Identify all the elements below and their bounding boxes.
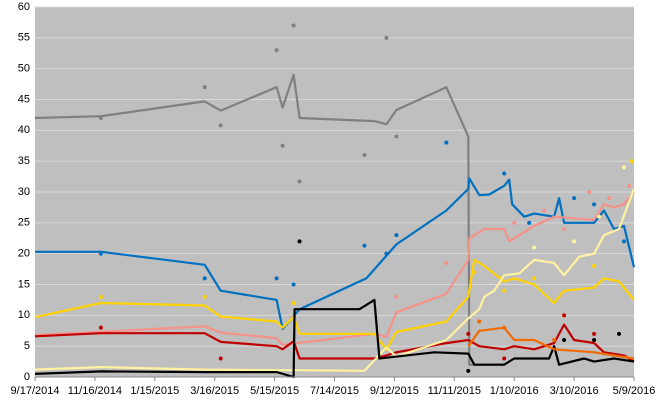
- y-tick-label: 60: [18, 1, 30, 13]
- poll-dot: [502, 356, 507, 361]
- poll-dot: [280, 143, 285, 148]
- poll-dot: [291, 23, 296, 28]
- series-line: [34, 73, 505, 366]
- y-tick-label: 10: [18, 309, 30, 321]
- x-tick-label: 11/16/2014: [68, 385, 122, 397]
- x-tick-label: 3/10/2016: [550, 385, 599, 397]
- poll-dot: [274, 276, 279, 281]
- poll-dot: [542, 208, 547, 213]
- y-tick-label: 50: [18, 63, 30, 75]
- poll-dot: [98, 294, 103, 299]
- series-line: [34, 258, 635, 351]
- poll-dot: [592, 331, 597, 336]
- poll-dot: [527, 220, 532, 225]
- poll-dot: [592, 264, 597, 268]
- series-line: [467, 326, 635, 360]
- x-tick-label: 5/9/2016: [613, 385, 656, 397]
- poll-dot: [362, 243, 367, 248]
- y-tick-label: 25: [18, 217, 30, 229]
- poll-dot: [274, 48, 279, 53]
- poll-dot: [297, 179, 302, 184]
- poll-dot: [98, 325, 103, 330]
- y-tick-label: 55: [18, 32, 30, 44]
- poll-dot: [291, 282, 296, 287]
- y-tick-label: 20: [18, 248, 30, 260]
- poll-dot: [202, 85, 207, 90]
- x-tick-label: 1/15/2015: [130, 385, 179, 397]
- poll-dot: [532, 245, 537, 250]
- poll-dot: [384, 35, 389, 40]
- poll-dot: [444, 140, 449, 145]
- poll-dot: [587, 190, 592, 194]
- x-tick-label: 9/17/2014: [11, 385, 60, 397]
- y-tick-label: 35: [18, 155, 30, 167]
- poll-dot: [444, 260, 449, 265]
- x-tick-label: 1/10/2016: [490, 385, 539, 397]
- series-line: [34, 191, 635, 346]
- poll-dot: [622, 239, 627, 244]
- series-line: [34, 298, 635, 379]
- poll-dot: [502, 288, 507, 293]
- poll-dot: [592, 202, 597, 207]
- x-tick-label: 3/16/2015: [190, 385, 239, 397]
- x-tick-label: 9/12/2015: [370, 385, 419, 397]
- poll-dot: [218, 356, 223, 361]
- poll-dot: [572, 239, 577, 244]
- poll-dot: [291, 301, 296, 305]
- poll-dot: [394, 134, 399, 139]
- y-tick-label: 5: [24, 340, 30, 352]
- series-line: [34, 188, 636, 372]
- poll-dot: [362, 153, 367, 157]
- y-tick-label: 0: [24, 371, 30, 383]
- poll-dot: [592, 338, 597, 342]
- poll-dot: [572, 196, 577, 201]
- x-tick-label: 11/11/2015: [428, 385, 481, 397]
- poll-dot: [597, 214, 602, 219]
- poll-dot: [466, 368, 471, 373]
- poll-dot: [630, 159, 635, 164]
- series-line: [34, 323, 635, 363]
- poll-dot: [562, 313, 567, 318]
- y-tick-label: 15: [18, 278, 30, 290]
- series-line: [35, 177, 636, 330]
- poll-dot: [218, 123, 223, 128]
- y-tick-label: 30: [18, 186, 30, 198]
- poll-dot: [627, 183, 632, 188]
- y-tick-label: 45: [18, 93, 30, 105]
- poll-dot: [394, 233, 399, 238]
- y-tick-label: 40: [18, 124, 30, 136]
- poll-dot: [202, 294, 207, 299]
- poll-dot: [297, 239, 302, 244]
- poll-dot: [394, 294, 399, 299]
- poll-dot: [512, 220, 517, 225]
- poll-dot: [477, 319, 482, 324]
- poll-dot: [202, 276, 207, 281]
- x-tick-label: 7/14/2015: [310, 385, 359, 397]
- poll-dot: [562, 227, 567, 231]
- poll-dot: [562, 338, 567, 342]
- poll-dot: [552, 338, 557, 342]
- poll-dot: [532, 276, 537, 281]
- poll-dot: [617, 331, 622, 336]
- poll-dot: [466, 331, 471, 336]
- poll-dot: [502, 171, 507, 176]
- x-tick-label: 5/15/2015: [250, 385, 299, 397]
- poll-dot: [607, 196, 612, 201]
- poll-dot: [622, 165, 627, 170]
